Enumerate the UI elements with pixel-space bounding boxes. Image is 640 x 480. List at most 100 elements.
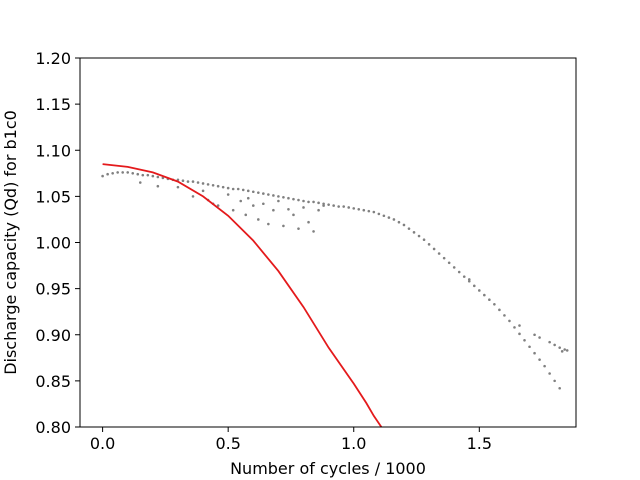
data-point [201, 182, 205, 185]
data-point [548, 340, 551, 344]
plot-marks [101, 163, 569, 427]
data-point [287, 196, 290, 200]
y-axis: 0.80 0.85 0.90 0.95 1.00 1.05 1.10 1.15 1.20 [35, 49, 80, 437]
data-point [106, 172, 109, 176]
data-point [372, 210, 376, 214]
data-point [402, 223, 406, 227]
data-point [297, 227, 300, 230]
data-point [262, 192, 265, 195]
data-point [262, 202, 265, 206]
data-point [513, 326, 516, 329]
data-point [332, 204, 335, 207]
data-point [528, 345, 531, 349]
data-point [141, 173, 145, 177]
scatter-series [101, 171, 569, 390]
data-point [538, 336, 541, 339]
y-tick-label: 0.95 [35, 280, 71, 299]
data-point [362, 208, 366, 212]
data-point [533, 351, 536, 355]
data-point [382, 214, 386, 218]
data-point [287, 207, 290, 211]
data-point [236, 187, 240, 191]
data-point [493, 303, 496, 306]
data-point [558, 386, 561, 390]
data-point [397, 220, 401, 224]
data-point [282, 224, 285, 228]
data-point [387, 216, 391, 219]
y-tick-label: 1.10 [35, 141, 71, 160]
data-point [553, 379, 556, 383]
y-tick-label: 1.05 [35, 187, 71, 206]
data-point [533, 333, 536, 337]
data-point [251, 190, 255, 194]
data-point [417, 234, 421, 238]
data-point [226, 186, 230, 190]
data-point [302, 199, 305, 203]
x-tick-label: 0.0 [90, 434, 115, 453]
data-point [523, 338, 526, 342]
data-point [327, 203, 330, 206]
data-point [156, 184, 160, 188]
x-tick-label: 1.0 [341, 434, 366, 453]
y-tick-label: 0.85 [35, 372, 71, 391]
data-point [467, 279, 471, 283]
data-point [239, 199, 243, 203]
data-point [136, 172, 140, 176]
data-point [297, 198, 300, 202]
data-point [221, 185, 225, 189]
y-tick-label: 0.90 [35, 326, 71, 345]
data-point [267, 222, 270, 226]
data-point [111, 172, 114, 175]
data-point [138, 181, 142, 184]
data-point [432, 247, 436, 251]
data-point [292, 213, 295, 217]
data-point [216, 204, 220, 207]
data-point [553, 343, 556, 347]
data-point [206, 183, 210, 186]
data-point [307, 220, 310, 224]
data-point [342, 205, 346, 208]
data-point [244, 213, 248, 217]
data-point [246, 189, 250, 193]
data-point [442, 256, 446, 260]
data-point [457, 270, 461, 274]
data-point [437, 252, 441, 255]
data-point [478, 289, 481, 292]
data-point [272, 194, 275, 197]
data-point [211, 184, 215, 187]
y-axis-label: Discharge capacity (Qd) for b1c0 [1, 110, 20, 375]
data-point [282, 196, 285, 199]
data-point [121, 171, 124, 174]
data-point [302, 206, 305, 209]
data-point [347, 206, 351, 209]
y-tick-label: 1.00 [35, 234, 71, 253]
data-point [307, 200, 310, 204]
data-point [427, 243, 431, 246]
fit-curve-line [102, 163, 383, 427]
data-point [186, 180, 190, 183]
data-point [201, 189, 205, 193]
data-point [367, 209, 371, 213]
data-point [508, 319, 511, 323]
data-point [267, 193, 270, 196]
data-point [116, 171, 119, 174]
data-point [277, 199, 280, 203]
data-point [226, 193, 230, 196]
data-point [357, 207, 361, 211]
data-point [312, 230, 315, 233]
data-point [191, 195, 195, 198]
data-point [488, 298, 491, 302]
data-point [503, 314, 506, 317]
x-axis: 0.0 0.5 1.0 1.5 [90, 427, 492, 453]
data-point [407, 227, 411, 230]
x-tick-label: 0.5 [215, 434, 240, 453]
data-point [176, 185, 180, 189]
data-point [412, 231, 416, 234]
x-tick-label: 1.5 [467, 434, 492, 453]
data-point [558, 346, 561, 349]
data-point [377, 212, 381, 216]
data-point [392, 218, 396, 221]
data-point [312, 200, 315, 204]
data-point [452, 266, 456, 269]
